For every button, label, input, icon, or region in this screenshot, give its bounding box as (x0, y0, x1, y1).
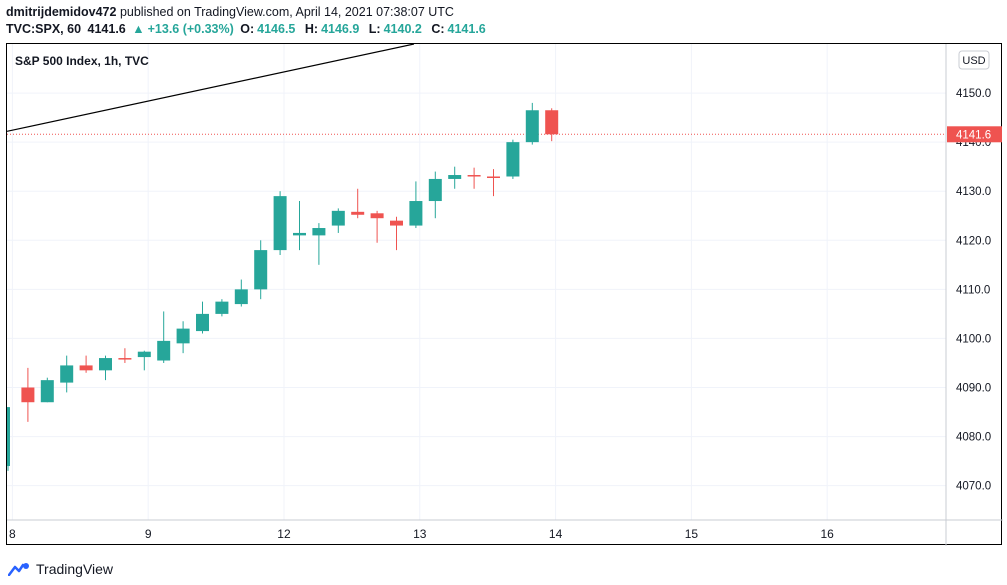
high-value: 4146.9 (321, 22, 359, 36)
high-label: H: (305, 22, 318, 36)
candle-body (545, 110, 558, 134)
y-tick-label: 4090.0 (956, 383, 991, 395)
candle-body (409, 201, 422, 226)
y-tick-label: 4150.0 (956, 88, 991, 100)
close-label: C: (431, 22, 444, 36)
change-up-icon: ▲ (132, 22, 144, 36)
last-price-tag-label: 4141.6 (956, 129, 991, 141)
candle-body (312, 228, 325, 235)
y-tick-label: 4070.0 (956, 481, 991, 493)
y-tick-label: 4080.0 (956, 432, 991, 444)
candle-body (177, 329, 190, 344)
low-value: 4140.2 (384, 22, 422, 36)
candle-body (41, 380, 54, 402)
candle-body (118, 358, 131, 360)
candle-body (371, 213, 384, 218)
low-label: L: (369, 22, 381, 36)
x-tick-label: 15 (685, 527, 699, 541)
y-tick-label: 4100.0 (956, 333, 991, 345)
chart-title: S&P 500 Index, 1h, TVC (15, 54, 149, 68)
candle-body (235, 289, 248, 304)
candle-body (99, 358, 112, 370)
x-tick-label: 13 (413, 527, 427, 541)
price-change: +13.6 (+0.33%) (148, 22, 234, 36)
candle-body (274, 196, 287, 250)
publish-info: dmitrijdemidov472 published on TradingVi… (6, 4, 492, 21)
last-price: 4141.6 (88, 22, 126, 36)
candle-body (351, 212, 364, 215)
candlestick-chart[interactable]: 4070.0 4080.0 4090.0 4100.0 4110.0 4120.0 4130… (7, 44, 1003, 546)
candle-body (21, 388, 34, 403)
candle-body (390, 221, 403, 226)
footer: TradingView (8, 561, 113, 577)
candle-body (80, 365, 93, 370)
candle-body (157, 341, 170, 361)
y-tick-label: 4130.0 (956, 186, 991, 198)
candle-body (215, 302, 228, 314)
candle-body (293, 233, 306, 235)
open-value: 4146.5 (257, 22, 295, 36)
candle-body (526, 110, 539, 142)
x-tick-label: 16 (821, 527, 835, 541)
candle-body (7, 407, 10, 466)
author-name[interactable]: dmitrijdemidov472 (6, 5, 116, 19)
currency-label[interactable]: USD (962, 55, 985, 67)
candle-body (506, 142, 519, 176)
chart-frame[interactable]: 4070.0 4080.0 4090.0 4100.0 4110.0 4120.0 4130… (6, 43, 1002, 545)
open-label: O: (240, 22, 254, 36)
candle-body (487, 176, 500, 178)
symbol-info: TVC:SPX, 60 4141.6 ▲ +13.6 (+0.33%) O: 414… (6, 21, 492, 38)
candle-body (332, 211, 345, 226)
y-tick-label: 4120.0 (956, 235, 991, 247)
candle-body (60, 365, 73, 382)
published-text: published on TradingView.com, April 14, … (120, 5, 454, 19)
brand-name[interactable]: TradingView (36, 561, 113, 577)
candle-body (429, 179, 442, 201)
x-tick-label: 12 (277, 527, 291, 541)
candle-body (448, 175, 461, 179)
chart-header: dmitrijdemidov472 published on TradingVi… (6, 4, 492, 38)
candle-body (468, 175, 481, 177)
candle-body (196, 314, 209, 331)
candle-body (138, 352, 151, 357)
y-tick-label: 4110.0 (956, 284, 990, 296)
x-tick-label: 14 (549, 527, 563, 541)
x-tick-label: 8 (9, 527, 16, 541)
symbol-name[interactable]: TVC:SPX, 60 (6, 22, 81, 36)
x-tick-label: 9 (145, 527, 152, 541)
close-value: 4141.6 (448, 22, 486, 36)
candle-body (254, 250, 267, 289)
tradingview-logo-icon[interactable] (8, 562, 30, 576)
